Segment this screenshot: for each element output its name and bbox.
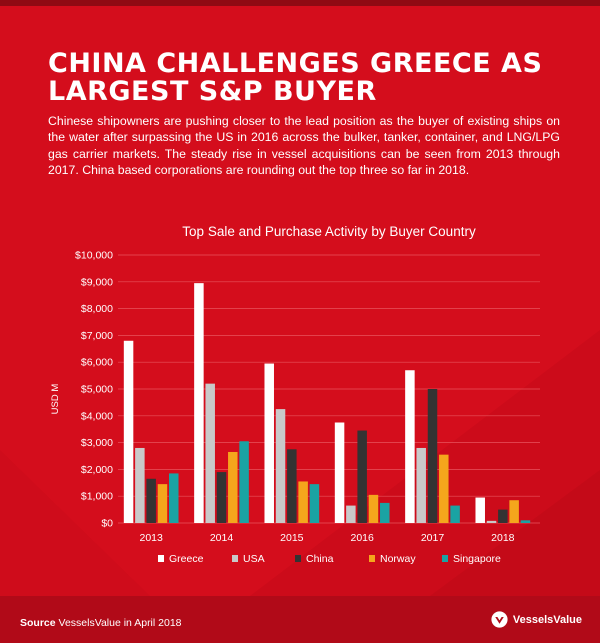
top-bar <box>0 0 600 6</box>
y-tick-label: $6,000 <box>81 357 113 369</box>
brand: VesselsValue <box>491 611 582 628</box>
y-tick-label: $10,000 <box>75 250 113 262</box>
bar-china-2018 <box>498 509 508 523</box>
bar-norway-2016 <box>368 494 379 523</box>
legend-label: USA <box>243 553 265 565</box>
bar-singapore-2014 <box>239 441 249 523</box>
bar-norway-2015 <box>298 481 308 523</box>
legend-swatch <box>232 555 238 562</box>
bar-greece-2015 <box>264 363 274 523</box>
bar-singapore-2016 <box>380 502 390 523</box>
y-tick-label: $3,000 <box>81 437 113 449</box>
footer: Source VesselsValue in April 2018 Vessel… <box>0 596 600 643</box>
x-tick-label: 2016 <box>350 532 374 544</box>
vesselsvalue-logo-icon <box>491 611 508 628</box>
bar-greece-2013 <box>123 340 134 523</box>
source-text: VesselsValue in April 2018 <box>58 617 182 629</box>
y-tick-label: $8,000 <box>81 303 113 315</box>
y-tick-label: $4,000 <box>81 410 113 422</box>
page-title: CHINA CHALLENGES GREECE AS LARGEST S&P B… <box>48 48 543 107</box>
bar-singapore-2017 <box>450 505 460 523</box>
bar-china-2016 <box>357 430 367 523</box>
bar-greece-2017 <box>405 370 415 523</box>
y-tick-label: $5,000 <box>81 384 113 396</box>
legend-swatch <box>158 555 164 562</box>
bar-usa-2015 <box>275 409 286 523</box>
bar-norway-2013 <box>157 484 168 523</box>
bar-greece-2016 <box>334 422 345 523</box>
x-tick-label: 2014 <box>210 532 234 544</box>
bar-china-2013 <box>146 478 156 523</box>
bar-norway-2014 <box>228 451 238 523</box>
legend-label: China <box>306 553 334 565</box>
y-tick-label: $7,000 <box>81 330 113 342</box>
legend-label: Greece <box>169 553 204 565</box>
bar-china-2014 <box>216 472 227 523</box>
bar-norway-2017 <box>439 454 449 523</box>
y-tick-label: $9,000 <box>81 276 113 288</box>
bar-singapore-2018 <box>520 520 531 523</box>
legend-label: Singapore <box>453 553 501 565</box>
y-tick-label: $1,000 <box>81 491 113 503</box>
legend-label: Norway <box>380 553 416 565</box>
source-label: Source <box>20 617 56 629</box>
bar-norway-2018 <box>509 500 519 523</box>
bar-chart: Top Sale and Purchase Activity by Buyer … <box>50 224 540 565</box>
bar-usa-2014 <box>205 383 215 523</box>
bar-greece-2014 <box>194 283 204 523</box>
y-tick-label: $2,000 <box>81 464 113 476</box>
x-tick-label: 2015 <box>280 532 304 544</box>
x-tick-label: 2017 <box>421 532 445 544</box>
legend-swatch <box>295 555 301 562</box>
y-tick-label: $0 <box>101 518 113 530</box>
chart-title: Top Sale and Purchase Activity by Buyer … <box>182 224 476 239</box>
legend-swatch <box>442 555 448 562</box>
y-axis-label: USD M <box>50 384 61 415</box>
bar-usa-2018 <box>486 520 497 523</box>
bar-singapore-2013 <box>169 473 179 523</box>
bar-usa-2013 <box>135 447 145 523</box>
bar-china-2015 <box>287 449 297 523</box>
bar-usa-2017 <box>416 447 426 523</box>
bar-china-2017 <box>427 389 438 523</box>
bar-usa-2016 <box>346 505 356 523</box>
x-tick-label: 2018 <box>491 532 515 544</box>
intro-paragraph: Chinese shipowners are pushing closer to… <box>48 114 560 178</box>
x-tick-label: 2013 <box>139 532 163 544</box>
brand-name: VesselsValue <box>512 613 582 626</box>
source-note: Source VesselsValue in April 2018 <box>20 617 182 629</box>
legend-swatch <box>369 555 375 562</box>
bar-singapore-2015 <box>309 484 320 523</box>
bar-greece-2018 <box>475 497 485 523</box>
